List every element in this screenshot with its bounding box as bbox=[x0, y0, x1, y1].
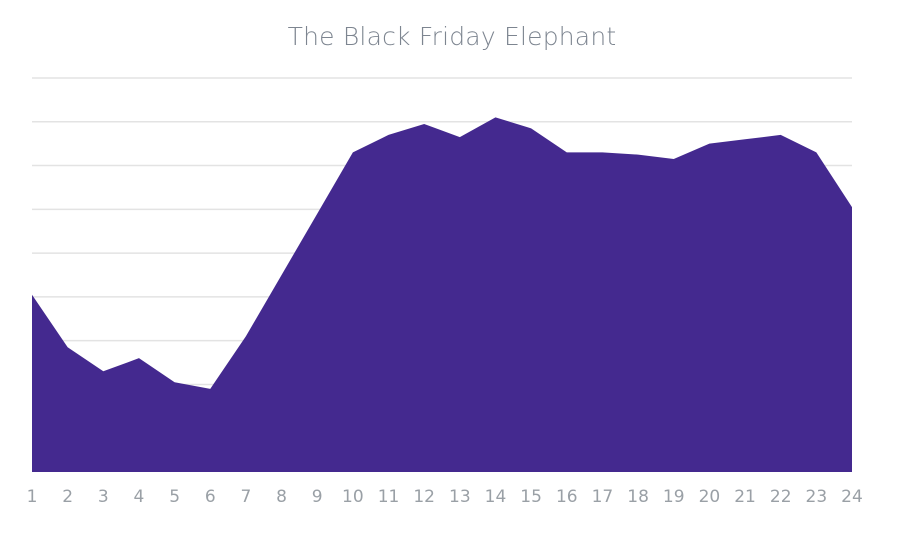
x-tick-label: 14 bbox=[485, 487, 507, 507]
x-tick-label: 21 bbox=[734, 487, 756, 507]
x-tick-label: 17 bbox=[592, 487, 614, 507]
x-tick-label: 5 bbox=[169, 487, 180, 507]
x-tick-label: 24 bbox=[841, 487, 863, 507]
x-tick-label: 18 bbox=[627, 487, 649, 507]
x-tick-label: 7 bbox=[240, 487, 251, 507]
x-tick-label: 22 bbox=[770, 487, 792, 507]
x-tick-label: 19 bbox=[663, 487, 685, 507]
x-tick-label: 2 bbox=[62, 487, 73, 507]
x-tick-label: 9 bbox=[312, 487, 323, 507]
x-tick-label: 13 bbox=[449, 487, 471, 507]
x-tick-label: 8 bbox=[276, 487, 287, 507]
x-tick-label: 11 bbox=[378, 487, 400, 507]
chart-title: The Black Friday Elephant bbox=[287, 22, 617, 51]
x-axis-tick-labels: 1 2 3 4 5 6 7 8 9 10 11 12 13 14 15 16 17 18 19 20 21 22 23 24 bbox=[27, 487, 863, 507]
x-tick-label: 16 bbox=[556, 487, 578, 507]
x-tick-label: 4 bbox=[134, 487, 145, 507]
x-tick-label: 20 bbox=[699, 487, 721, 507]
x-tick-label: 1 bbox=[27, 487, 38, 507]
x-tick-label: 12 bbox=[413, 487, 435, 507]
x-tick-label: 3 bbox=[98, 487, 109, 507]
x-tick-label: 6 bbox=[205, 487, 216, 507]
area-series-fill bbox=[32, 117, 852, 473]
area-series bbox=[32, 117, 852, 473]
x-tick-label: 10 bbox=[342, 487, 364, 507]
x-tick-label: 15 bbox=[520, 487, 542, 507]
x-tick-label: 23 bbox=[806, 487, 828, 507]
